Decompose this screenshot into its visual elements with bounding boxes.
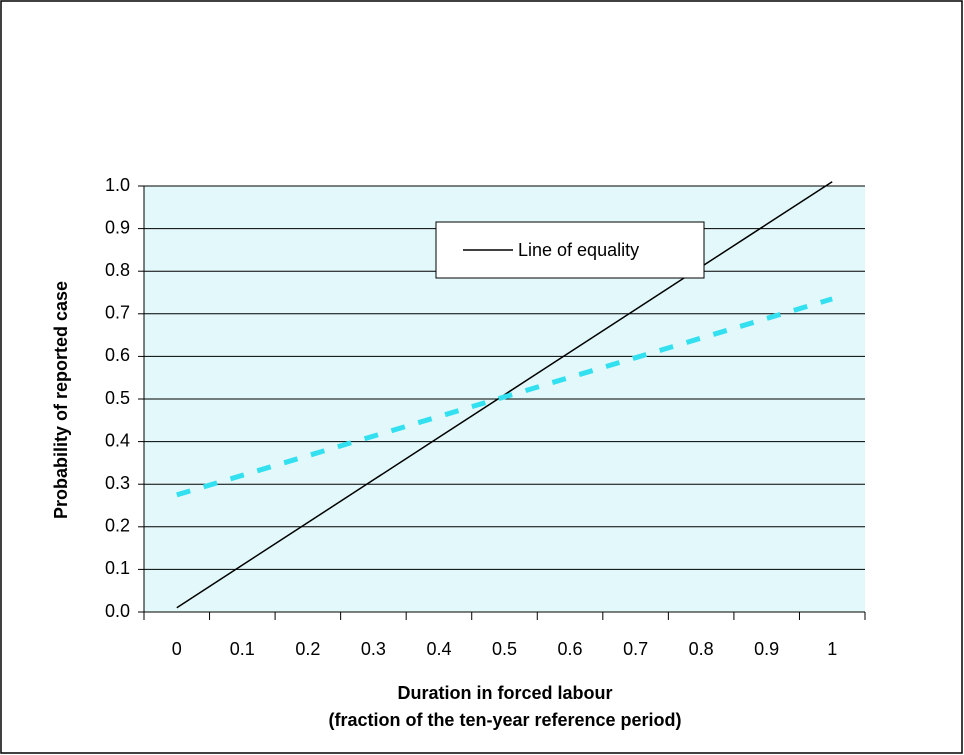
x-tick-label: 0.8 bbox=[689, 639, 714, 659]
data-line bbox=[176, 296, 833, 498]
x-axis-label: (fraction of the ten-year reference peri… bbox=[328, 710, 681, 730]
legend-label: Line of equality bbox=[518, 240, 639, 260]
y-tick-label: 0.3 bbox=[105, 473, 130, 493]
x-tick-label: 0.4 bbox=[426, 639, 451, 659]
x-tick-label: 0.6 bbox=[558, 639, 583, 659]
y-tick-label: 0.2 bbox=[105, 516, 130, 536]
y-tick-label: 0.9 bbox=[105, 217, 130, 237]
y-tick-label: 0.8 bbox=[105, 260, 130, 280]
x-tick-label: 0.9 bbox=[754, 639, 779, 659]
x-tick-label: 0.5 bbox=[492, 639, 517, 659]
y-tick-label: 0.0 bbox=[105, 601, 130, 621]
x-tick-label: 0.2 bbox=[295, 639, 320, 659]
x-tick-label: 0.7 bbox=[623, 639, 648, 659]
x-tick-label: 0 bbox=[172, 639, 182, 659]
y-axis-label: Probability of reported case bbox=[51, 281, 71, 519]
y-tick-label: 1.0 bbox=[105, 175, 130, 195]
y-tick-label: 0.6 bbox=[105, 345, 130, 365]
y-tick-label: 0.4 bbox=[105, 430, 130, 450]
x-tick-label: 1 bbox=[827, 639, 837, 659]
x-axis-label: Duration in forced labour bbox=[397, 683, 612, 703]
x-tick-label: 0.1 bbox=[230, 639, 255, 659]
y-tick-label: 0.1 bbox=[105, 558, 130, 578]
y-tick-label: 0.7 bbox=[105, 303, 130, 323]
x-tick-label: 0.3 bbox=[361, 639, 386, 659]
y-tick-label: 0.5 bbox=[105, 388, 130, 408]
